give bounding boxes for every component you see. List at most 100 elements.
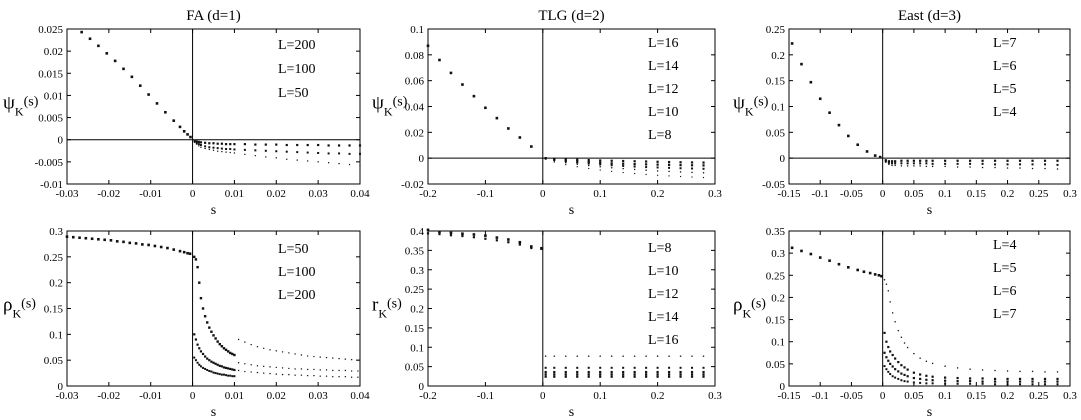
data-point (900, 364, 903, 367)
data-point (337, 144, 341, 147)
data-point (679, 370, 682, 374)
data-point (633, 168, 636, 171)
data-point (182, 130, 186, 133)
data-point (313, 368, 315, 371)
data-point (212, 334, 215, 337)
data-point (227, 374, 230, 377)
x-tick-label: 0 (540, 188, 546, 200)
data-point (138, 84, 142, 87)
data-point (472, 236, 476, 239)
x-axis-label: s (211, 405, 216, 420)
data-point (319, 375, 321, 377)
data-point (1006, 167, 1009, 169)
data-point (906, 368, 909, 371)
data-point (702, 172, 705, 174)
data-point (897, 370, 900, 373)
data-point (610, 366, 613, 369)
data-point (889, 362, 892, 365)
data-point (894, 368, 897, 371)
y-axis-subscript: K (15, 105, 24, 119)
data-point (912, 376, 915, 380)
data-point (1031, 159, 1034, 162)
data-point (194, 338, 198, 341)
data-point (969, 368, 971, 370)
data-point (887, 359, 890, 362)
series-7 (544, 375, 705, 378)
y-tick-label: 0.025 (38, 24, 63, 36)
data-point (993, 380, 997, 383)
data-point (885, 161, 887, 164)
data-point (225, 151, 227, 153)
data-point (873, 273, 877, 276)
data-point (599, 375, 602, 378)
y-tick-label: 0.15 (44, 304, 64, 316)
data-point (484, 234, 487, 237)
data-point (969, 166, 971, 168)
data-point (206, 368, 209, 371)
data-point (856, 143, 859, 147)
data-point (587, 366, 590, 369)
data-point (218, 364, 221, 367)
series-0 (426, 44, 533, 148)
y-axis-subscript: K (12, 307, 21, 321)
data-point (1031, 377, 1034, 381)
x-tick-label: 0.2 (1001, 390, 1015, 402)
data-point (969, 162, 972, 165)
data-point (338, 152, 341, 155)
y-axis-symbol: ψ (372, 93, 384, 114)
x-tick-label: -0.02 (97, 188, 120, 200)
data-point (894, 376, 897, 379)
data-point (645, 169, 647, 171)
data-point (679, 375, 682, 378)
data-point (348, 163, 351, 166)
data-point (65, 235, 69, 238)
data-point (679, 355, 682, 357)
data-point (679, 167, 682, 170)
data-point (891, 162, 894, 165)
data-point (900, 379, 903, 382)
data-point (944, 162, 947, 165)
data-point (913, 352, 915, 355)
data-point (206, 321, 209, 324)
data-point (880, 274, 883, 278)
data-point (818, 97, 822, 101)
y-axis-argument: (s) (751, 297, 766, 312)
panel-fa-rho: -0.03 -0.02 -0.01 0 0.01 0.02 0.03 0.04 0 0.05 0.1… (3, 226, 370, 420)
y-tick-label: 0.3 (49, 226, 63, 238)
data-point (691, 355, 693, 357)
data-point (944, 165, 946, 168)
data-point (553, 158, 556, 161)
data-point (306, 355, 309, 357)
legend-label: L=4 (993, 238, 1016, 253)
data-point (919, 377, 922, 381)
y-axis-symbol: ρ (3, 295, 12, 316)
data-point (208, 146, 211, 149)
x-tick-label: 0 (190, 390, 196, 402)
data-point (1044, 371, 1046, 373)
y-tick-label: 0.15 (766, 315, 786, 327)
x-tick-label: 0.02 (267, 390, 286, 402)
data-point (919, 357, 921, 359)
y-tick-label: -0.01 (40, 179, 63, 191)
data-point (518, 136, 522, 139)
data-point (130, 75, 134, 79)
data-point (214, 362, 217, 365)
y-axis-subscript: K (384, 105, 393, 119)
series-3 (193, 141, 361, 167)
data-point (667, 160, 671, 164)
legend-label: L=16 (648, 36, 678, 51)
data-point (269, 349, 271, 351)
data-point (865, 150, 869, 153)
series-4 (544, 158, 705, 174)
data-point (889, 373, 892, 376)
data-point (214, 337, 217, 340)
data-point (224, 366, 228, 370)
data-point (925, 165, 928, 168)
data-point (702, 167, 705, 170)
data-point (900, 336, 903, 339)
data-point (900, 165, 903, 167)
x-axis-label: s (569, 405, 574, 420)
data-point (1006, 377, 1009, 381)
data-point (275, 143, 278, 146)
data-point (576, 355, 578, 357)
